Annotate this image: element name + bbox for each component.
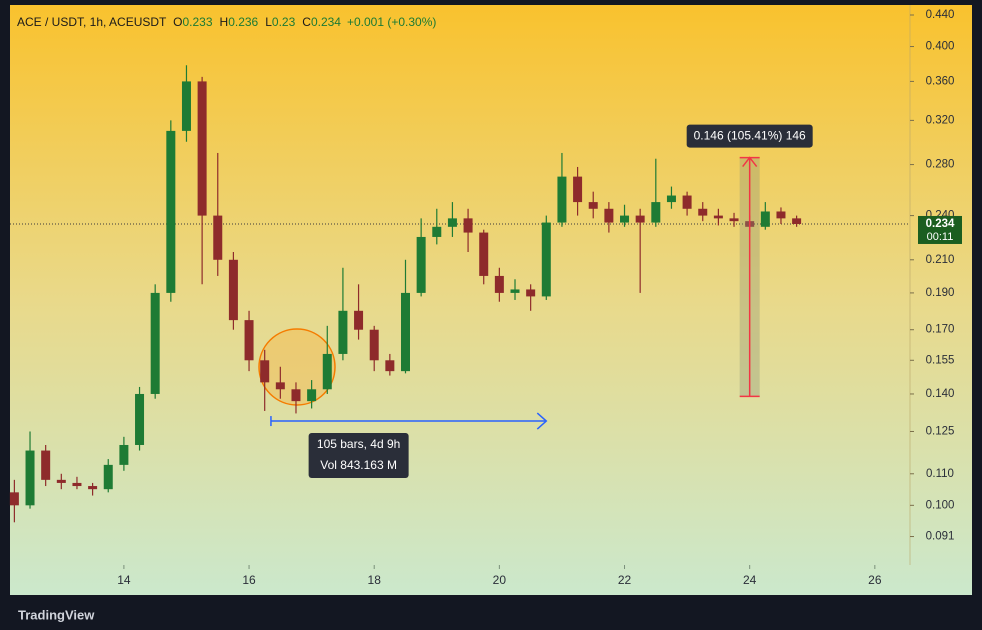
candle-body [604,208,614,223]
ohlc-value: 0.236 [228,15,258,29]
y-tick-label: 0.100 [926,499,955,511]
candle-body [557,176,567,223]
ohlc-value: 0.233 [183,15,213,29]
candle-body [197,81,207,216]
x-tick-label: 18 [368,573,382,587]
y-tick-label: 0.280 [926,159,955,171]
brand: TradingView [18,607,95,622]
x-tick-label: 24 [743,573,757,587]
y-tick-label: 0.400 [926,41,955,53]
candle-body [88,486,98,490]
candle-body [666,195,676,203]
ohlc-value: 0.234 [311,15,341,29]
candle-body [432,226,442,237]
candle-body [72,482,82,487]
y-tick-label: 0.190 [926,287,955,299]
candle-body [135,393,145,445]
candle-body [322,353,332,390]
date-range-arrowhead [536,412,548,430]
candle-body [447,218,457,227]
candle-body [526,289,536,297]
candle-body [119,444,129,465]
y-tick-label: 0.320 [926,114,955,126]
candle-body [620,215,630,223]
x-tick-label: 26 [868,573,882,587]
candle-body [792,218,802,224]
candle-body [651,202,661,223]
candle-body [213,215,223,260]
candle-body [25,450,35,506]
candle-body [275,382,285,390]
ohlc-key: L [265,15,272,29]
candle-body [228,259,238,321]
candle-body [369,329,379,361]
candle-body [698,208,708,216]
x-tick-label: 14 [117,573,131,587]
candle-body [260,360,270,383]
candle-body [150,292,160,394]
candle-body [713,215,723,219]
candle-body [494,275,504,293]
date-range-volume: Vol 843.163 M [320,458,397,472]
candle-body [338,310,348,354]
y-tick-label: 0.155 [926,354,955,366]
x-tick-label: 22 [618,573,632,587]
candle-body [776,211,786,219]
symbol: ACE / USDT, 1h, ACEUSDT [17,15,167,29]
candle-body [181,81,191,131]
date-range-bars: 105 bars, 4d 9h [317,437,400,451]
candle-body [635,215,645,223]
candle-body [541,222,551,297]
measure-label: 0.146 (105.41%) 146 [694,129,806,143]
candle-body [291,389,301,402]
y-tick-label: 0.140 [926,388,955,400]
candle-body [166,130,176,293]
y-tick-label: 0.125 [926,426,955,438]
y-tick-label: 0.170 [926,324,955,336]
x-tick-label: 16 [242,573,256,587]
ohlc-key: C [302,15,311,29]
ohlc-key: O [173,15,182,29]
candle-body [41,450,51,480]
candle-body [510,289,520,293]
y-tick-label: 0.110 [926,468,954,480]
candle-body [573,176,583,203]
candle-body [760,211,770,227]
ohlc-value: 0.23 [272,15,296,29]
candle-body [463,218,473,233]
change: +0.001 (+0.30%) [347,15,436,29]
candle-body [56,479,66,483]
x-tick-label: 20 [493,573,507,587]
ohlc-key: H [220,15,229,29]
measure-arrowhead [742,156,758,168]
measure-label-box [686,124,813,148]
candle-body [682,195,692,209]
countdown-label: 00:11 [927,231,954,243]
candle-body [729,218,739,222]
y-tick-label: 0.091 [926,531,955,543]
candle-body [479,232,489,276]
candle-body [307,389,317,402]
header: ACE / USDT, 1h, ACEUSDT O0.233 H0.236 L0.23… [17,15,436,29]
last-price-label: 0.234 [926,218,955,230]
candle-body [416,236,426,293]
candle-body [354,310,364,330]
candle-body [588,202,598,209]
candle-body [244,320,254,361]
y-tick-label: 0.360 [926,75,955,87]
y-tick-label: 0.440 [926,9,955,21]
candle-body [385,360,395,372]
candle-body [400,292,410,372]
candle-body [103,464,113,490]
candle-body [9,492,19,506]
last-price-tag [918,215,962,244]
y-tick-label: 0.210 [926,254,955,266]
date-range-box [308,433,409,479]
